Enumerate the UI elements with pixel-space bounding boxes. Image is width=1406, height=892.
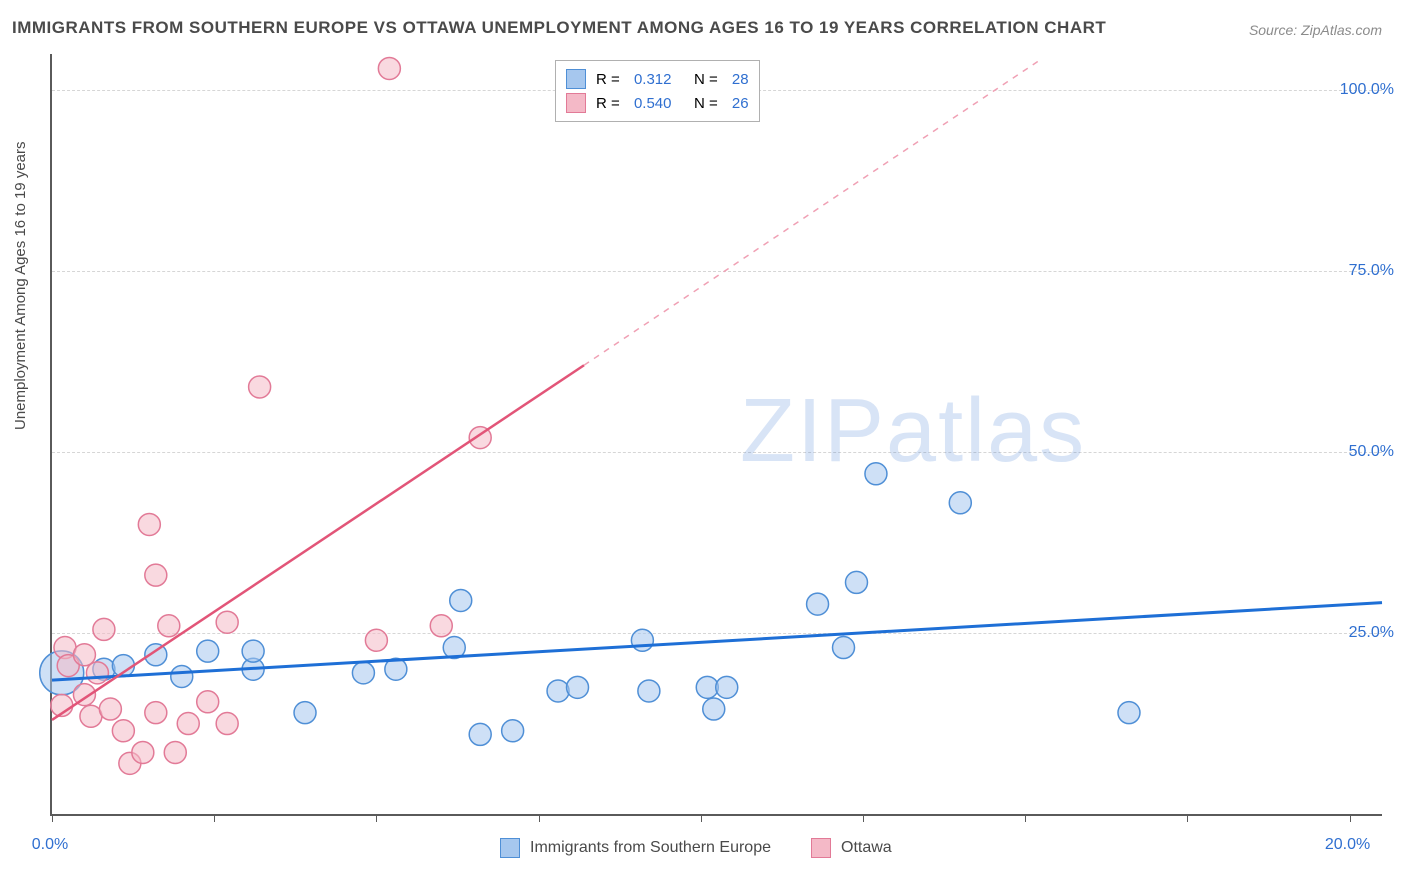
data-point	[631, 629, 653, 651]
legend-swatch	[566, 93, 586, 113]
x-tick	[52, 814, 53, 822]
x-tick	[863, 814, 864, 822]
data-point	[547, 680, 569, 702]
legend-swatch	[811, 838, 831, 858]
data-point	[197, 640, 219, 662]
data-point	[567, 676, 589, 698]
y-tick-label: 75.0%	[1349, 262, 1394, 280]
trend-line	[52, 365, 584, 720]
data-point	[833, 637, 855, 659]
x-tick-label: 20.0%	[1325, 836, 1370, 854]
data-point	[177, 713, 199, 735]
x-tick	[214, 814, 215, 822]
legend-series: Immigrants from Southern Europe Ottawa	[500, 838, 922, 858]
chart-title: IMMIGRANTS FROM SOUTHERN EUROPE VS OTTAW…	[12, 18, 1106, 38]
y-axis-label: Unemployment Among Ages 16 to 19 years	[12, 141, 29, 430]
n-label: N =	[681, 95, 721, 112]
plot-area	[50, 54, 1382, 816]
y-tick-label: 100.0%	[1340, 81, 1394, 99]
data-point	[1118, 702, 1140, 724]
data-point	[132, 741, 154, 763]
x-tick-label: 0.0%	[32, 836, 68, 854]
data-point	[86, 662, 108, 684]
data-point	[171, 665, 193, 687]
data-point	[197, 691, 219, 713]
data-point	[99, 698, 121, 720]
legend-correlation: R = 0.312 N = 28R = 0.540 N = 26	[555, 60, 760, 122]
x-tick	[1187, 814, 1188, 822]
r-value: 0.312	[634, 71, 672, 88]
data-point	[93, 618, 115, 640]
legend-swatch	[566, 69, 586, 89]
x-tick	[701, 814, 702, 822]
n-value: 28	[732, 71, 749, 88]
x-tick	[539, 814, 540, 822]
data-point	[294, 702, 316, 724]
data-point	[450, 589, 472, 611]
data-point	[949, 492, 971, 514]
data-point	[145, 702, 167, 724]
data-point	[696, 676, 718, 698]
legend-label: Immigrants from Southern Europe	[530, 839, 771, 857]
data-point	[430, 615, 452, 637]
data-point	[365, 629, 387, 651]
y-tick-label: 25.0%	[1349, 624, 1394, 642]
n-value: 26	[732, 95, 749, 112]
r-label: R =	[596, 95, 624, 112]
data-point	[216, 611, 238, 633]
data-point	[216, 713, 238, 735]
legend-row: R = 0.312 N = 28	[566, 67, 749, 91]
n-label: N =	[681, 71, 721, 88]
data-point	[112, 720, 134, 742]
data-point	[469, 723, 491, 745]
data-point	[638, 680, 660, 702]
legend-swatch	[500, 838, 520, 858]
data-point	[242, 640, 264, 662]
data-point	[807, 593, 829, 615]
r-value: 0.540	[634, 95, 672, 112]
data-point	[865, 463, 887, 485]
x-tick	[1350, 814, 1351, 822]
data-point	[502, 720, 524, 742]
data-point	[164, 741, 186, 763]
data-point	[845, 571, 867, 593]
data-point	[378, 57, 400, 79]
y-tick-label: 50.0%	[1349, 443, 1394, 461]
data-point	[352, 662, 374, 684]
data-point	[703, 698, 725, 720]
scatter-svg	[52, 54, 1382, 814]
data-point	[158, 615, 180, 637]
data-point	[80, 705, 102, 727]
data-point	[145, 564, 167, 586]
r-label: R =	[596, 71, 624, 88]
x-tick	[1025, 814, 1026, 822]
data-point	[138, 513, 160, 535]
data-point	[716, 676, 738, 698]
legend-label: Ottawa	[841, 839, 892, 857]
source-label: Source: ZipAtlas.com	[1249, 22, 1382, 38]
x-tick	[376, 814, 377, 822]
legend-row: R = 0.540 N = 26	[566, 91, 749, 115]
data-point	[249, 376, 271, 398]
